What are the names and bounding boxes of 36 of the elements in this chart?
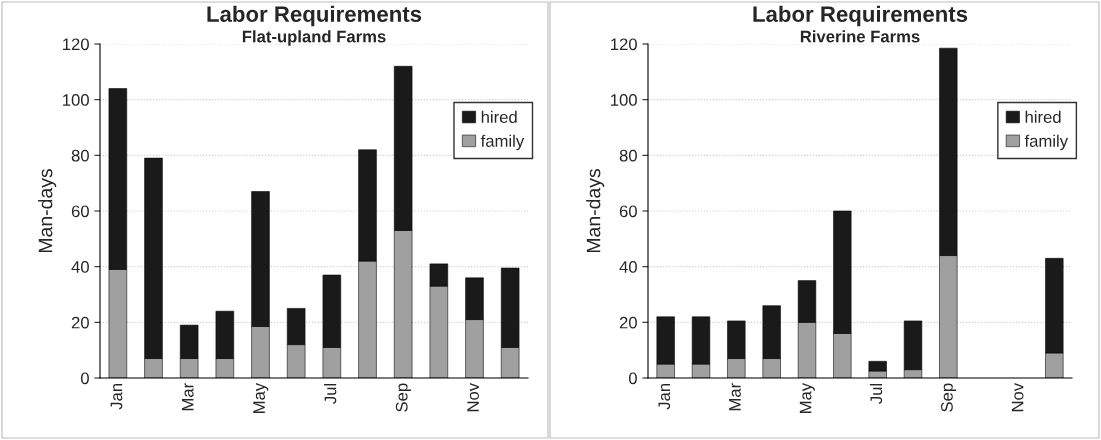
legend-label: hired (1025, 110, 1061, 124)
y-tick-label: 60 (71, 205, 89, 218)
chart-title: Labor Requirements (753, 5, 968, 27)
y-tick-label: 100 (63, 94, 89, 106)
legend-label: family (480, 134, 525, 151)
y-axis-title: Man-days (38, 169, 57, 253)
y-tick-label: 120 (611, 38, 637, 51)
x-tick-label: Nov (467, 382, 479, 412)
chart-title: Labor Requirements (207, 5, 422, 27)
chart-subtitle: Riverine Farms (800, 30, 920, 43)
y-tick-label: 80 (71, 149, 89, 162)
y-tick-label: 0 (628, 372, 637, 385)
x-tick-label: Sep (395, 383, 411, 412)
x-tick-label: May (253, 382, 269, 413)
x-tick-label: Mar (182, 383, 194, 411)
legend-label: family (1024, 134, 1069, 151)
y-tick-label: 40 (619, 261, 637, 273)
y-tick-label: 100 (611, 94, 637, 106)
y-tick-label: 80 (619, 149, 637, 162)
x-tick-label: Nov (1011, 382, 1024, 412)
y-tick-label: 40 (71, 261, 89, 273)
x-tick-label: Mar (729, 383, 741, 411)
x-tick-label: Jul (324, 383, 337, 404)
y-axis-title: Man-days (586, 169, 605, 253)
y-tick-label: 60 (619, 205, 637, 218)
x-tick-label: Jan (658, 383, 671, 410)
y-tick-label: 20 (71, 316, 89, 329)
y-tick-label: 20 (619, 316, 637, 329)
x-tick-label: Sep (941, 383, 957, 412)
chart-subtitle: Flat-upland Farms (242, 30, 386, 46)
y-tick-label: 120 (63, 38, 89, 51)
x-tick-label: May (799, 382, 815, 413)
y-tick-label: 0 (80, 372, 89, 385)
legend-label: hired (481, 110, 517, 124)
x-tick-label: Jul (869, 383, 883, 404)
x-tick-label: Jan (110, 383, 123, 410)
